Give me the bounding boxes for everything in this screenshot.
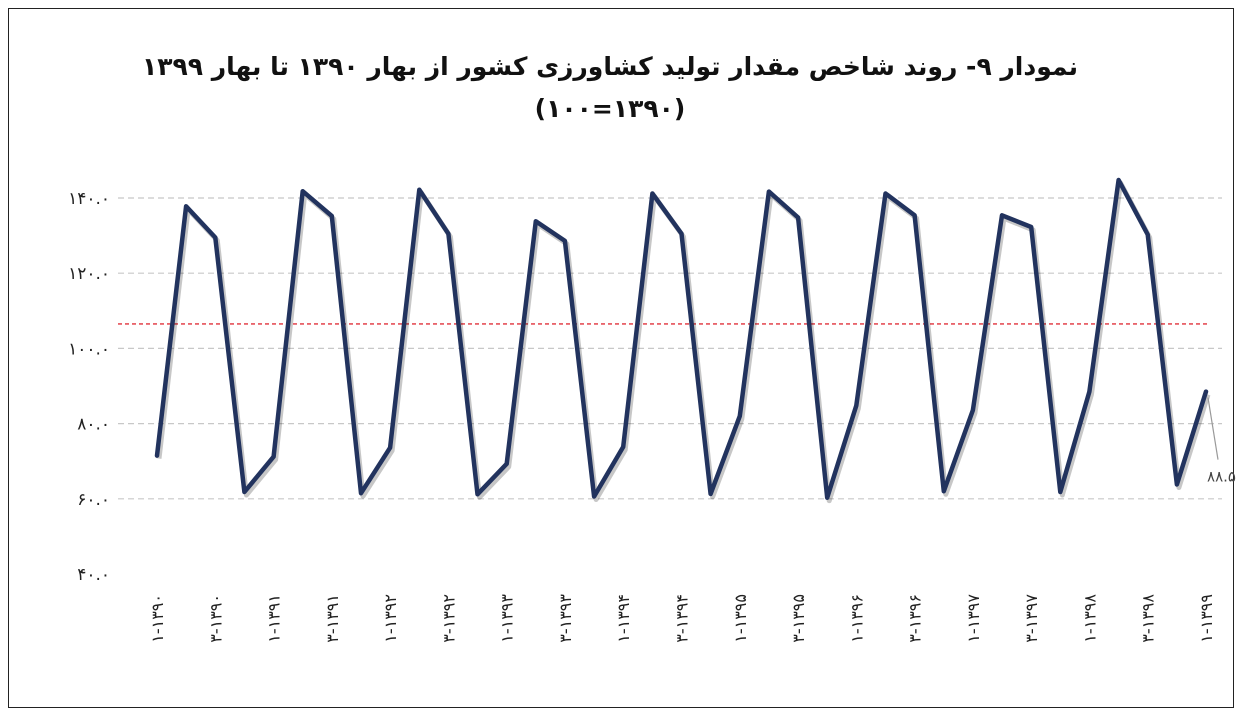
data-point xyxy=(446,232,450,236)
data-point xyxy=(825,496,829,500)
data-point xyxy=(563,239,567,243)
data-label-layer: ۸۸.۵ xyxy=(1207,397,1236,486)
data-point xyxy=(854,404,858,408)
data-point xyxy=(155,454,159,458)
data-point xyxy=(796,216,800,220)
x-tick-label: ۱-۱۳۹۷ xyxy=(964,594,983,643)
x-axis: ۱-۱۳۹۰ ۳-۱۳۹۰ ۱-۱۳۹۱ ۳-۱۳۹۱ ۱-۱۳۹۲ ۳-۱۳۹۲ ۱-۱۳… xyxy=(148,594,1216,643)
x-tick-label: ۳-۱۳۹۱ xyxy=(323,594,342,643)
x-tick-label: ۱-۱۳۹۳ xyxy=(498,594,517,643)
y-tick-label: ۸۰.۰ xyxy=(77,415,110,435)
data-point xyxy=(621,445,625,449)
series-line xyxy=(154,177,1209,500)
chart-title-main: نمودار ۹- روند شاخص مقدار تولید کشاورزی … xyxy=(141,52,1079,81)
x-tick-label: ۱-۱۳۹۱ xyxy=(265,594,284,643)
data-point xyxy=(272,455,276,459)
data-point xyxy=(942,489,946,493)
x-tick-label: ۳-۱۳۹۵ xyxy=(789,594,808,643)
data-point xyxy=(1146,232,1150,236)
data-point xyxy=(213,235,217,239)
x-tick-label: ۳-۱۳۹۴ xyxy=(673,594,692,643)
chart-title: نمودار ۹- روند شاخص مقدار تولید کشاورزی … xyxy=(120,46,1100,130)
x-tick-label: ۳-۱۳۹۳ xyxy=(556,594,575,643)
data-point xyxy=(505,462,509,466)
series-line-shadow xyxy=(156,180,1211,504)
data-point xyxy=(592,495,596,499)
x-tick-label: ۱-۱۳۹۶ xyxy=(847,594,866,643)
data-point xyxy=(330,214,334,218)
data-point xyxy=(767,190,771,194)
data-point xyxy=(738,414,742,418)
x-tick-label: ۳-۱۳۹۶ xyxy=(906,594,925,643)
data-point xyxy=(534,219,538,223)
y-tick-label: ۴۰.۰ xyxy=(77,565,110,585)
data-point xyxy=(1175,483,1179,487)
data-point xyxy=(476,492,480,496)
data-point xyxy=(388,446,392,450)
data-point xyxy=(301,189,305,193)
x-tick-label: ۱-۱۳۹۲ xyxy=(381,594,400,643)
data-point xyxy=(1117,178,1121,182)
data-point xyxy=(184,204,188,208)
data-label-leader xyxy=(1207,397,1219,460)
data-point xyxy=(650,191,654,195)
data-point xyxy=(1204,390,1208,394)
chart-frame xyxy=(8,8,1234,708)
y-tick-label: ۱۰۰.۰ xyxy=(68,339,110,359)
y-axis: ۴۰.۰ ۶۰.۰ ۸۰.۰ ۱۰۰.۰ ۱۲۰.۰ ۱۴۰.۰ xyxy=(68,189,110,585)
x-tick-label: ۱-۱۳۹۴ xyxy=(614,594,633,643)
data-point xyxy=(242,490,246,494)
x-tick-label: ۱-۱۳۹۸ xyxy=(1080,594,1099,643)
y-tick-label: ۶۰.۰ xyxy=(77,490,110,510)
data-point xyxy=(883,191,887,195)
data-point xyxy=(913,213,917,217)
x-tick-label: ۱-۱۳۹۹ xyxy=(1197,594,1216,643)
data-point xyxy=(971,408,975,412)
x-tick-label: ۱-۱۳۹۰ xyxy=(148,594,167,643)
x-tick-label: ۳-۱۳۹۲ xyxy=(439,594,458,643)
data-point xyxy=(1058,490,1062,494)
x-tick-label: ۱-۱۳۹۵ xyxy=(731,594,750,643)
y-tick-label: ۱۴۰.۰ xyxy=(68,189,110,209)
y-tick-label: ۱۲۰.۰ xyxy=(68,264,110,284)
data-point xyxy=(359,491,363,495)
data-label: ۸۸.۵ xyxy=(1207,468,1236,486)
x-tick-label: ۳-۱۳۹۷ xyxy=(1022,594,1041,643)
data-point xyxy=(1000,213,1004,217)
data-point xyxy=(680,232,683,236)
data-point xyxy=(417,188,421,192)
series-layer xyxy=(154,177,1211,504)
data-point xyxy=(709,492,713,496)
data-point xyxy=(1087,390,1091,394)
x-tick-label: ۳-۱۳۹۰ xyxy=(206,594,225,643)
chart-subtitle: (۱۳۹۰=۱۰۰) xyxy=(534,94,686,123)
data-point xyxy=(1029,225,1033,229)
x-tick-label: ۳-۱۳۹۸ xyxy=(1139,594,1158,643)
